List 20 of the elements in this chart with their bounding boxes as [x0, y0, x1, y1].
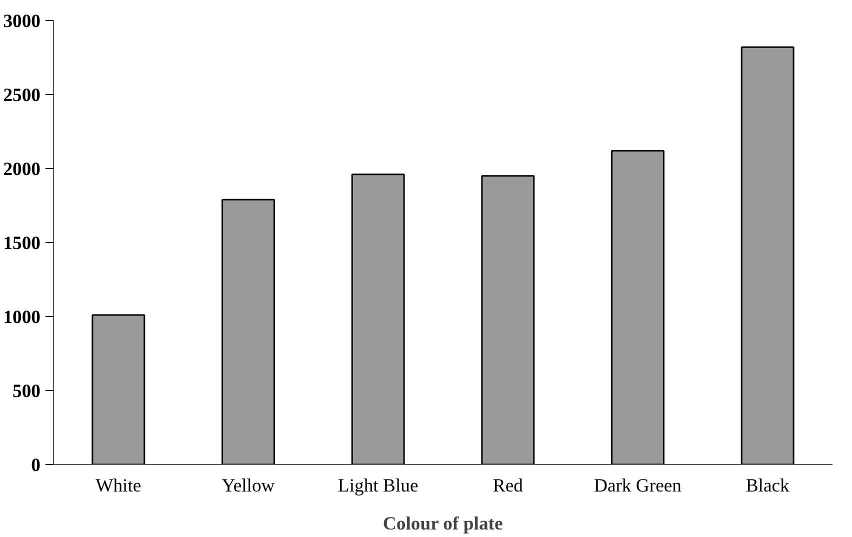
- y-tick-label: 1500: [3, 233, 40, 254]
- y-tick-label: 0: [31, 455, 40, 476]
- x-tick-label: White: [96, 476, 142, 496]
- x-tick-label: Yellow: [222, 476, 276, 496]
- bar: [740, 46, 794, 464]
- x-tick-label: Light Blue: [338, 476, 418, 496]
- bar: [481, 175, 535, 464]
- x-tick-label: Black: [746, 476, 790, 496]
- bar: [222, 198, 275, 464]
- x-axis-title: Colour of plate: [382, 514, 503, 534]
- bar: [92, 314, 146, 464]
- bar: [611, 150, 664, 464]
- y-tick-label: 1000: [3, 307, 40, 328]
- y-tick-label: 2500: [3, 85, 40, 106]
- x-tick-label: Red: [492, 476, 524, 496]
- y-tick-label: 3000: [3, 11, 40, 32]
- y-tick-label: 500: [12, 381, 40, 402]
- bar: [351, 174, 405, 464]
- y-tick-label: 2000: [3, 159, 40, 180]
- x-tick-label: Dark Green: [594, 476, 682, 496]
